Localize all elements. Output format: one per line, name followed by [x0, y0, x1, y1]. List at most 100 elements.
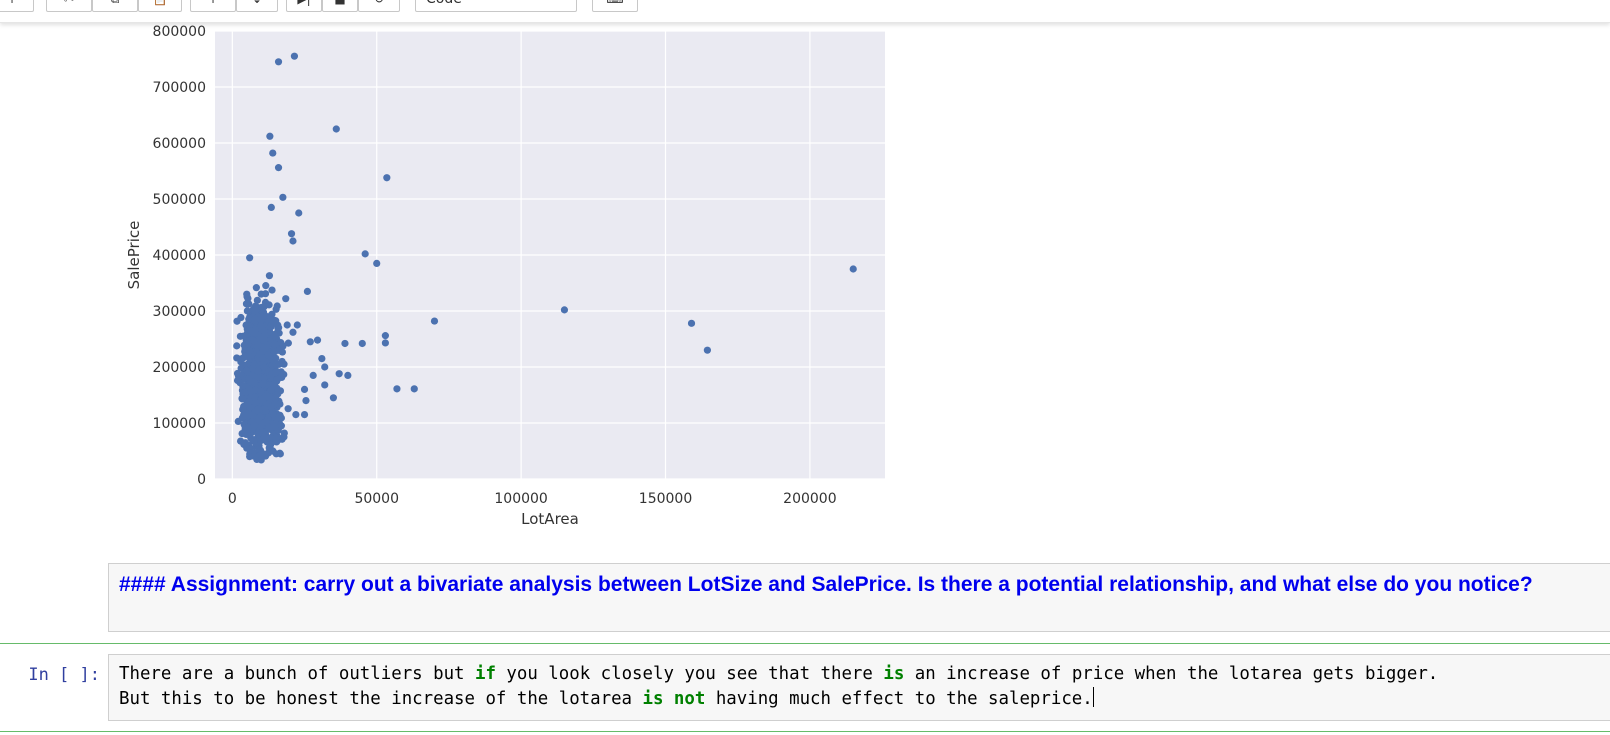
paste-icon: 📋 — [153, 0, 168, 9]
data-point — [277, 422, 286, 430]
data-point — [271, 394, 280, 402]
y-tick-label: 600000 — [153, 136, 206, 152]
data-point — [267, 386, 275, 394]
data-point — [687, 319, 696, 327]
keyboard-button[interactable]: ⌨ — [592, 0, 638, 12]
data-point — [309, 371, 317, 379]
data-point — [243, 367, 251, 375]
data-point — [233, 354, 241, 362]
data-point — [245, 315, 253, 323]
data-point — [247, 327, 256, 335]
data-point — [252, 398, 260, 406]
copy-icon: ⧉ — [111, 0, 120, 9]
data-point — [267, 403, 275, 411]
copy-button[interactable]: ⧉ — [92, 0, 138, 12]
add-cell-button[interactable]: + — [0, 0, 34, 12]
code-keyword: is not — [642, 689, 706, 709]
data-point — [383, 174, 391, 182]
data-point — [261, 290, 270, 298]
y-tick-label: 800000 — [153, 24, 206, 40]
data-point — [321, 363, 329, 371]
data-point — [373, 259, 381, 267]
data-point — [287, 230, 296, 238]
data-point — [290, 52, 299, 60]
cut-icon: ✂ — [64, 0, 74, 9]
data-point — [295, 209, 303, 217]
data-point — [257, 456, 265, 464]
chevron-down-icon: ▾ — [561, 0, 566, 4]
data-point — [250, 378, 258, 387]
markdown-cell[interactable]: #### Assignment: carry out a bivariate a… — [108, 563, 1610, 632]
data-point — [250, 421, 258, 430]
data-point — [251, 315, 259, 323]
data-point — [260, 363, 268, 372]
data-point — [247, 387, 255, 396]
data-point — [292, 411, 300, 419]
stop-button[interactable]: ■ — [322, 0, 358, 12]
run-icon: ▶| — [297, 0, 310, 9]
paste-button[interactable]: 📋 — [138, 0, 182, 12]
code-cell[interactable]: In [ ]: There are a bunch of outliers bu… — [0, 643, 1610, 732]
restart-button[interactable]: ↻ — [358, 0, 400, 12]
input-prompt: In [ ]: — [28, 665, 100, 685]
data-point — [269, 149, 277, 157]
data-point — [243, 444, 251, 452]
stop-icon: ■ — [334, 0, 345, 9]
move-down-button[interactable]: ↓ — [236, 0, 278, 12]
data-point — [271, 340, 279, 349]
move-up-icon: ↑ — [208, 0, 218, 9]
data-point — [381, 339, 389, 347]
add-cell-icon: + — [7, 0, 17, 9]
cut-button[interactable]: ✂ — [46, 0, 92, 12]
data-point — [260, 303, 268, 311]
plot-output: 0 50000 100000 150000 200000 0 100000 200000 300… — [0, 22, 1610, 542]
data-point — [289, 237, 297, 245]
data-point — [321, 381, 329, 389]
data-point — [283, 321, 291, 329]
y-tick-label: 0 — [197, 472, 206, 488]
data-point — [277, 414, 285, 422]
move-up-button[interactable]: ↑ — [190, 0, 236, 12]
y-tick-label: 700000 — [153, 80, 206, 96]
code-editor[interactable]: There are a bunch of outliers but if you… — [108, 654, 1610, 721]
data-point — [267, 203, 275, 211]
data-point — [274, 400, 282, 408]
cell-type-select[interactable]: Code ▾ — [415, 0, 577, 12]
data-point — [265, 272, 274, 280]
y-axis-label: SalePrice — [125, 221, 143, 290]
code-text: But this to be honest the increase of th… — [119, 689, 643, 709]
run-button[interactable]: ▶| — [286, 0, 322, 12]
data-point — [239, 354, 248, 362]
x-axis-label: LotArea — [521, 510, 579, 528]
data-point — [261, 344, 270, 352]
data-point — [262, 418, 270, 426]
code-text: having much effect to the saleprice. — [705, 689, 1093, 709]
data-point — [272, 434, 280, 442]
data-point — [358, 339, 366, 348]
data-point — [341, 339, 349, 348]
data-point — [260, 374, 268, 382]
data-point — [233, 342, 241, 350]
cell-type-value: Code — [426, 0, 462, 7]
data-point — [254, 367, 262, 375]
data-point — [849, 265, 857, 273]
y-tick-label: 100000 — [153, 416, 206, 432]
data-point — [271, 348, 279, 356]
code-line-2: But this to be honest the increase of th… — [119, 687, 1600, 712]
data-point — [302, 397, 310, 405]
x-tick-label: 150000 — [639, 491, 692, 507]
data-point — [268, 286, 276, 294]
data-point — [246, 254, 254, 262]
code-keyword: if — [474, 664, 496, 684]
x-tick-label: 50000 — [354, 491, 399, 507]
data-point — [306, 338, 314, 346]
code-text: an increase of price when the lotarea ge… — [904, 664, 1439, 684]
data-point — [560, 306, 569, 314]
data-point — [259, 395, 267, 403]
keyboard-icon: ⌨ — [606, 0, 623, 9]
x-tick-label: 0 — [228, 491, 237, 507]
data-point — [262, 282, 270, 290]
code-keyword: is — [883, 664, 905, 684]
data-point — [265, 393, 273, 401]
data-point — [245, 347, 254, 355]
